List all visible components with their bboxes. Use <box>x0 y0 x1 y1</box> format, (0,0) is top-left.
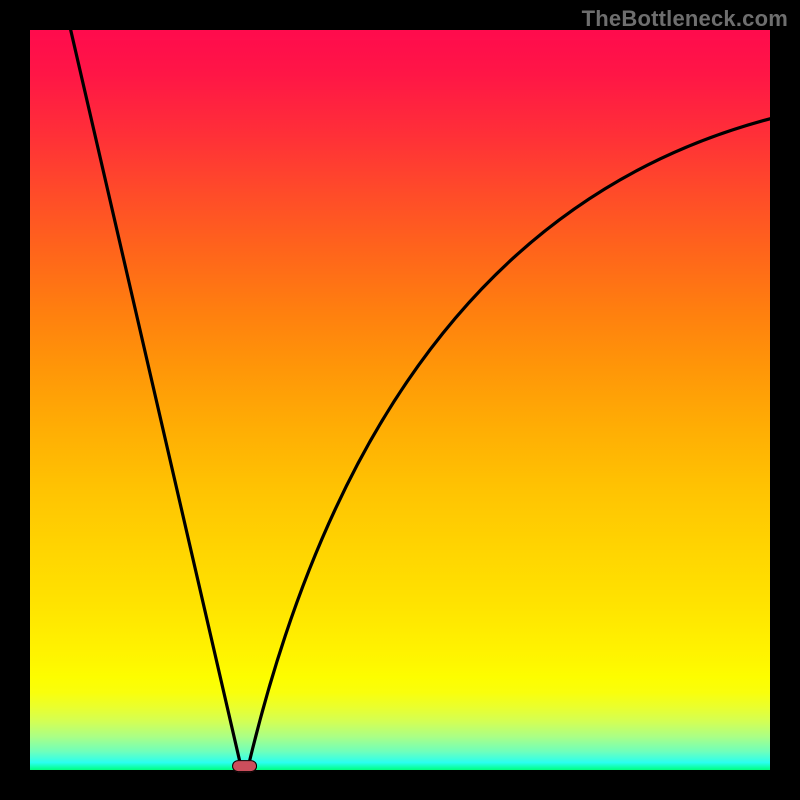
plot-area <box>30 30 770 770</box>
background-gradient <box>30 30 770 770</box>
watermark-text: TheBottleneck.com <box>582 6 788 32</box>
chart-container: TheBottleneck.com <box>0 0 800 800</box>
optimal-point-marker <box>232 760 258 772</box>
